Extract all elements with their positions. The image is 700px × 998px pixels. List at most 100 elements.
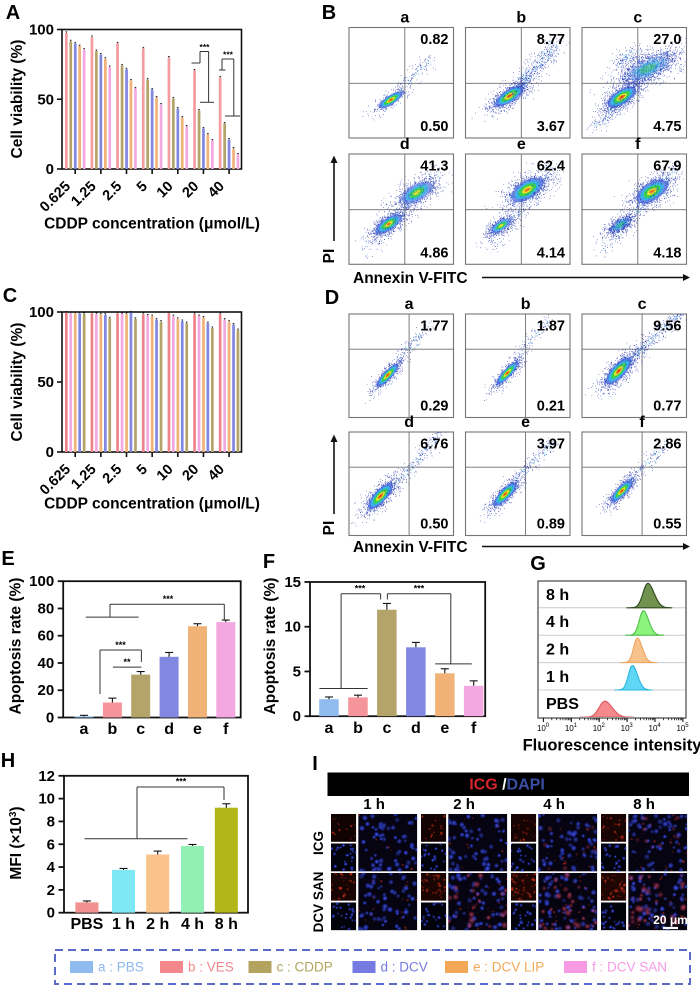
svg-text:a : PBS: a : PBS	[98, 960, 144, 975]
svg-text:0.21: 0.21	[537, 399, 565, 415]
svg-text:d: d	[400, 136, 410, 153]
svg-text:100: 100	[29, 573, 54, 590]
svg-text:b : VES: b : VES	[188, 960, 234, 975]
svg-text:b: b	[516, 10, 526, 27]
svg-text:d: d	[411, 720, 421, 737]
svg-text:0.50: 0.50	[420, 119, 448, 135]
svg-text:0: 0	[46, 161, 54, 178]
svg-text:3.97: 3.97	[537, 437, 565, 453]
svg-text:d : DCV: d : DCV	[381, 960, 428, 975]
svg-text:B: B	[322, 2, 336, 24]
svg-text:G: G	[530, 553, 546, 575]
svg-text:PBS: PBS	[546, 696, 579, 713]
svg-text:0: 0	[293, 708, 301, 725]
svg-text:ICG /DAPI: ICG /DAPI	[469, 777, 545, 794]
svg-text:f : DCV SAN: f : DCV SAN	[592, 960, 667, 975]
svg-text:Apoptosis rate (%): Apoptosis rate (%)	[8, 578, 25, 715]
svg-text:4.18: 4.18	[653, 245, 681, 261]
svg-text:1 h: 1 h	[112, 916, 135, 933]
svg-text:3.67: 3.67	[537, 119, 565, 135]
svg-text:c: c	[633, 10, 642, 27]
svg-text:***: ***	[115, 640, 126, 650]
svg-text:0.29: 0.29	[420, 399, 448, 415]
svg-text:20: 20	[38, 682, 55, 699]
svg-text:b: b	[108, 721, 118, 738]
svg-text:DCV SAN: DCV SAN	[311, 872, 326, 933]
svg-text:0.50: 0.50	[420, 517, 448, 533]
svg-text:4 h: 4 h	[543, 796, 565, 813]
svg-text:0.89: 0.89	[537, 517, 565, 533]
svg-text:Cell viability (%): Cell viability (%)	[9, 323, 26, 442]
svg-text:c: c	[638, 296, 647, 313]
svg-text:CDDP concentration (μmol/L): CDDP concentration (μmol/L)	[44, 216, 260, 233]
svg-text:1 h: 1 h	[363, 796, 385, 813]
svg-text:0: 0	[546, 723, 550, 729]
svg-text:10: 10	[621, 724, 630, 733]
svg-text:d: d	[404, 414, 414, 431]
svg-text:***: ***	[163, 594, 174, 604]
svg-text:E: E	[1, 548, 14, 570]
svg-text:2 h: 2 h	[546, 642, 569, 659]
svg-text:D: D	[325, 287, 339, 309]
svg-text:0: 0	[46, 444, 54, 461]
svg-text:f: f	[639, 414, 645, 431]
svg-text:d: d	[164, 721, 174, 738]
svg-text:4.75: 4.75	[653, 119, 681, 135]
svg-text:50: 50	[37, 374, 54, 391]
svg-text:5: 5	[685, 723, 689, 729]
svg-text:8 h: 8 h	[546, 587, 569, 604]
svg-text:100: 100	[29, 22, 54, 39]
svg-text:1 h: 1 h	[546, 669, 569, 686]
svg-text:62.4: 62.4	[537, 159, 565, 175]
svg-text:c : CDDP: c : CDDP	[277, 960, 333, 975]
svg-text:12: 12	[38, 768, 55, 785]
svg-text:2 h: 2 h	[146, 916, 169, 933]
svg-text:H: H	[1, 750, 15, 772]
svg-text:8.77: 8.77	[537, 32, 565, 48]
svg-text:4: 4	[47, 859, 56, 876]
svg-text:F: F	[263, 551, 275, 573]
svg-text:0.55: 0.55	[653, 517, 681, 533]
svg-text:b: b	[353, 720, 363, 737]
svg-text:PI: PI	[321, 249, 338, 264]
svg-text:A: A	[6, 2, 20, 24]
svg-text:8 h: 8 h	[215, 916, 238, 933]
svg-text:10: 10	[593, 724, 602, 733]
svg-text:**: **	[123, 657, 131, 667]
svg-text:e: e	[440, 720, 449, 737]
svg-text:10: 10	[38, 791, 55, 808]
svg-text:15: 15	[284, 574, 301, 591]
svg-text:a: a	[400, 10, 409, 27]
svg-text:10: 10	[676, 724, 685, 733]
svg-text:C: C	[3, 285, 17, 307]
svg-text:f: f	[471, 720, 477, 737]
svg-text:4 h: 4 h	[546, 614, 569, 631]
svg-text:5: 5	[293, 663, 301, 680]
svg-text:2 h: 2 h	[453, 796, 475, 813]
svg-text:2: 2	[602, 723, 606, 729]
svg-text:2.86: 2.86	[653, 437, 681, 453]
svg-text:c: c	[382, 720, 391, 737]
svg-text:4.86: 4.86	[420, 245, 448, 261]
svg-text:0: 0	[47, 905, 55, 922]
svg-text:2: 2	[47, 882, 55, 899]
svg-text:Annexin V-FITC: Annexin V-FITC	[353, 270, 468, 287]
svg-text:***: ***	[200, 42, 211, 52]
svg-text:e: e	[193, 721, 202, 738]
svg-text:40: 40	[38, 655, 55, 672]
svg-text:20 μm: 20 μm	[653, 913, 688, 927]
svg-text:e : DCV LIP: e : DCV LIP	[473, 960, 544, 975]
svg-text:CDDP concentration (μmol/L): CDDP concentration (μmol/L)	[44, 496, 260, 513]
svg-text:0: 0	[46, 710, 54, 727]
svg-text:67.9: 67.9	[653, 159, 681, 175]
svg-text:6: 6	[47, 836, 55, 853]
svg-text:4 h: 4 h	[181, 916, 204, 933]
svg-text:***: ***	[176, 777, 187, 787]
svg-text:9.56: 9.56	[653, 319, 681, 335]
svg-text:41.3: 41.3	[420, 159, 448, 175]
svg-text:a: a	[80, 721, 89, 738]
svg-text:b: b	[521, 296, 531, 313]
svg-text:0.82: 0.82	[420, 32, 448, 48]
svg-text:8 h: 8 h	[633, 796, 655, 813]
svg-text:ICG: ICG	[311, 831, 326, 855]
